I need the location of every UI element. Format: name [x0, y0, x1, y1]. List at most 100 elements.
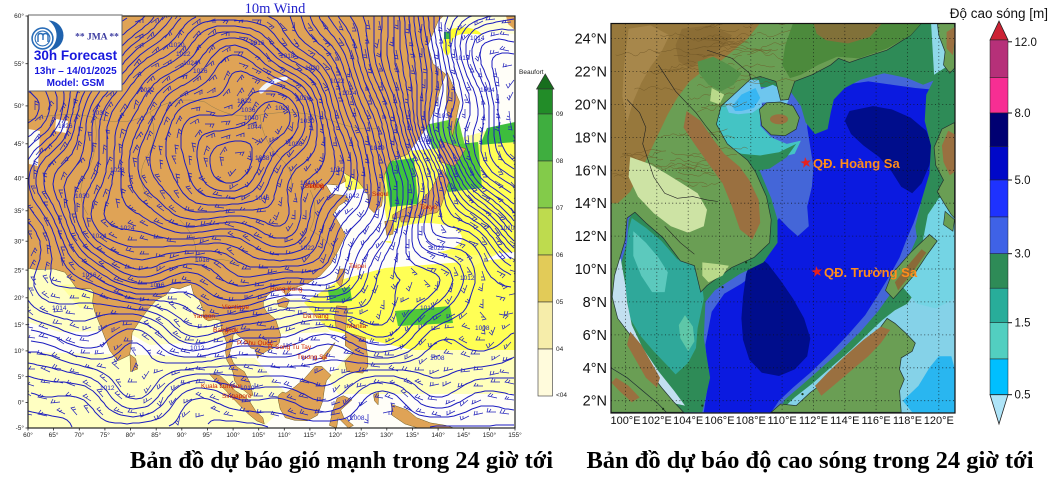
svg-text:0°: 0°: [18, 399, 25, 407]
svg-text:1014: 1014: [470, 35, 485, 42]
svg-text:10°: 10°: [14, 347, 24, 355]
svg-text:1012: 1012: [190, 345, 205, 352]
svg-text:40°: 40°: [14, 175, 24, 183]
svg-text:6°N: 6°N: [583, 328, 607, 344]
svg-text:60°: 60°: [23, 431, 33, 439]
svg-text:16°N: 16°N: [575, 163, 607, 179]
svg-text:120°: 120°: [329, 431, 343, 439]
svg-text:125°: 125°: [354, 431, 368, 439]
svg-text:24°N: 24°N: [575, 32, 607, 48]
svg-text:1014: 1014: [480, 87, 495, 94]
svg-text:0.5: 0.5: [1015, 390, 1031, 402]
svg-text:07: 07: [556, 205, 564, 212]
svg-text:1036: 1036: [418, 137, 433, 144]
svg-text:Yangon: Yangon: [193, 313, 215, 320]
svg-text:2°N: 2°N: [583, 394, 607, 410]
svg-text:1024: 1024: [342, 90, 357, 97]
svg-text:Kuala Lumpur: Kuala Lumpur: [201, 383, 242, 390]
svg-text:Manila: Manila: [347, 323, 367, 330]
svg-text:Bản đồ dự báo gió mạnh trong 2: Bản đồ dự báo gió mạnh trong 24 giờ tới: [130, 447, 553, 474]
svg-text:QĐ. Trường Sa: QĐ. Trường Sa: [824, 265, 918, 280]
svg-text:1036: 1036: [288, 141, 303, 148]
svg-text:12.0: 12.0: [1015, 37, 1037, 49]
svg-text:Beijing: Beijing: [305, 183, 325, 190]
svg-text:1010: 1010: [420, 305, 435, 312]
svg-text:1020: 1020: [170, 42, 185, 49]
svg-text:145°: 145°: [457, 431, 471, 439]
svg-text:150°: 150°: [483, 431, 497, 439]
svg-text:1012: 1012: [455, 55, 470, 62]
svg-text:130°: 130°: [380, 431, 394, 439]
svg-text:5.0: 5.0: [1015, 175, 1031, 187]
svg-text:45°: 45°: [14, 140, 24, 148]
svg-text:104°E: 104°E: [673, 415, 703, 427]
svg-text:102°E: 102°E: [642, 415, 672, 427]
svg-text:140°: 140°: [431, 431, 445, 439]
svg-text:135°: 135°: [406, 431, 420, 439]
svg-text:116°E: 116°E: [861, 415, 890, 427]
svg-text:-5°: -5°: [16, 424, 25, 432]
svg-text:1036: 1036: [241, 107, 256, 114]
svg-text:3.0: 3.0: [1015, 249, 1031, 261]
svg-text:1030: 1030: [300, 118, 315, 125]
svg-text:1032: 1032: [237, 98, 252, 105]
svg-text:06: 06: [556, 252, 564, 259]
svg-text:1022: 1022: [430, 245, 445, 252]
svg-text:4°N: 4°N: [583, 361, 607, 377]
svg-text:1016: 1016: [82, 272, 97, 279]
svg-text:75°: 75°: [100, 431, 110, 439]
svg-text:1008: 1008: [475, 325, 490, 332]
svg-text:35°: 35°: [14, 207, 24, 215]
svg-text:8°N: 8°N: [583, 295, 607, 311]
svg-text:08: 08: [556, 158, 564, 165]
svg-text:106°E: 106°E: [704, 415, 734, 427]
svg-text:Singapore: Singapore: [222, 393, 252, 400]
svg-text:1038: 1038: [255, 155, 270, 162]
svg-text:155°: 155°: [508, 431, 522, 439]
svg-text:30h Forecast: 30h Forecast: [34, 48, 118, 63]
svg-text:1044: 1044: [300, 180, 315, 187]
svg-text:25°: 25°: [14, 266, 24, 274]
svg-text:1042: 1042: [345, 193, 360, 200]
svg-text:1026: 1026: [296, 95, 311, 102]
svg-text:1024: 1024: [92, 233, 107, 240]
svg-text:P. Phu Quoc: P. Phu Quoc: [237, 340, 274, 347]
svg-text:1044: 1044: [247, 124, 262, 131]
svg-text:1020: 1020: [305, 65, 320, 72]
svg-text:55°: 55°: [14, 60, 24, 68]
svg-text:100°E: 100°E: [610, 415, 640, 427]
svg-text:70°: 70°: [74, 431, 84, 439]
svg-text:50°: 50°: [14, 102, 24, 110]
svg-text:1026: 1026: [193, 68, 208, 75]
svg-text:1046: 1046: [255, 195, 270, 202]
svg-text:Da Nang: Da Nang: [303, 313, 329, 320]
svg-text:13hr – 14/01/2025: 13hr – 14/01/2025: [34, 66, 117, 77]
svg-text:20°N: 20°N: [575, 97, 607, 113]
svg-text:90°: 90°: [177, 431, 187, 439]
svg-text:1030: 1030: [92, 110, 107, 117]
svg-text:1028: 1028: [275, 105, 290, 112]
svg-text:1018: 1018: [280, 53, 295, 60]
svg-text:10°N: 10°N: [575, 262, 607, 278]
svg-text:14°N: 14°N: [575, 196, 607, 212]
svg-text:1024: 1024: [120, 225, 135, 232]
svg-text:** JMA **: ** JMA **: [75, 33, 119, 43]
svg-text:12°N: 12°N: [575, 229, 607, 245]
svg-text:1022: 1022: [330, 78, 345, 85]
svg-text:1012: 1012: [100, 385, 115, 392]
svg-text:22°N: 22°N: [575, 65, 607, 81]
svg-text:1026: 1026: [58, 123, 73, 130]
svg-text:P. Song Tu Tay: P. Song Tu Tay: [268, 344, 312, 351]
svg-text:1030: 1030: [75, 193, 90, 200]
svg-text:Bản đồ dự báo độ cao sóng tron: Bản đồ dự báo độ cao sóng trong 24 giờ t…: [586, 447, 1033, 474]
svg-text:1028: 1028: [110, 167, 125, 174]
svg-text:1016: 1016: [250, 40, 265, 47]
svg-text:1040: 1040: [370, 145, 385, 152]
svg-text:100°: 100°: [226, 431, 240, 439]
svg-text:30°: 30°: [14, 237, 24, 245]
svg-text:Model: GSM: Model: GSM: [47, 78, 105, 89]
svg-text:QĐ. Hoàng Sa: QĐ. Hoàng Sa: [813, 156, 900, 171]
svg-text:118°E: 118°E: [893, 415, 922, 427]
svg-text:Seoul: Seoul: [372, 191, 389, 198]
svg-text:115°: 115°: [303, 431, 316, 439]
